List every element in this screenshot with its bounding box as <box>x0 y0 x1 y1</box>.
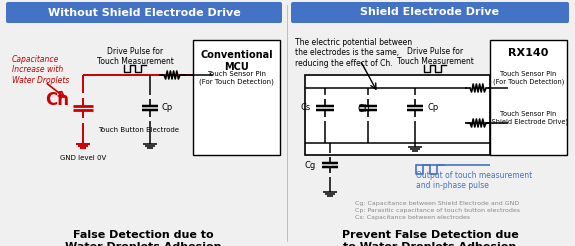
Text: Without Shield Electrode Drive: Without Shield Electrode Drive <box>48 7 240 17</box>
Bar <box>193 40 280 155</box>
Text: GND level 0V: GND level 0V <box>60 155 106 161</box>
Bar <box>490 40 567 155</box>
Text: Cg: Capacitance between Shield Electrode and GND: Cg: Capacitance between Shield Electrode… <box>355 201 519 206</box>
Text: Output of touch measurement
and in-phase pulse: Output of touch measurement and in-phase… <box>416 171 532 190</box>
Text: Ch: Ch <box>358 104 370 114</box>
Bar <box>305 75 490 155</box>
Text: Cs: Capacitance between electrodes: Cs: Capacitance between electrodes <box>355 215 470 220</box>
Text: RX140: RX140 <box>508 48 549 58</box>
Text: Touch Sensor Pin
(For Touch Detection): Touch Sensor Pin (For Touch Detection) <box>493 71 564 85</box>
Text: Capacitance
Increase with
Water Droplets: Capacitance Increase with Water Droplets <box>12 55 70 85</box>
Text: The electric potential between
the electrodes is the same,
reducing the effect o: The electric potential between the elect… <box>295 38 412 68</box>
Text: Conventional
MCU: Conventional MCU <box>200 50 273 72</box>
Text: Touch Sensor Pin
(Shield Electrode Drive): Touch Sensor Pin (Shield Electrode Drive… <box>489 111 568 125</box>
Text: Cs: Cs <box>301 104 311 112</box>
Text: Drive Pulse for
Touch Measurement: Drive Pulse for Touch Measurement <box>397 47 473 66</box>
Text: Shield Electrode Drive: Shield Electrode Drive <box>361 7 500 17</box>
Text: Cp: Cp <box>427 104 438 112</box>
FancyBboxPatch shape <box>6 2 282 23</box>
Text: Drive Pulse for
Touch Measurement: Drive Pulse for Touch Measurement <box>97 47 174 66</box>
Text: False Detection due to
Water Droplets Adhesion: False Detection due to Water Droplets Ad… <box>65 230 221 246</box>
FancyBboxPatch shape <box>291 2 569 23</box>
Text: Prevent False Detection due
to Water Droplets Adhesion: Prevent False Detection due to Water Dro… <box>342 230 519 246</box>
Text: Cg: Cg <box>305 160 316 169</box>
Text: Cp: Parasitic capacitance of touch button electrodes: Cp: Parasitic capacitance of touch butto… <box>355 208 520 213</box>
Text: Touch Sensor Pin
(For Touch Detection): Touch Sensor Pin (For Touch Detection) <box>199 71 274 85</box>
Text: Cp: Cp <box>162 104 173 112</box>
Text: Touch Button Electrode: Touch Button Electrode <box>98 127 179 133</box>
Text: Ch: Ch <box>45 91 69 109</box>
